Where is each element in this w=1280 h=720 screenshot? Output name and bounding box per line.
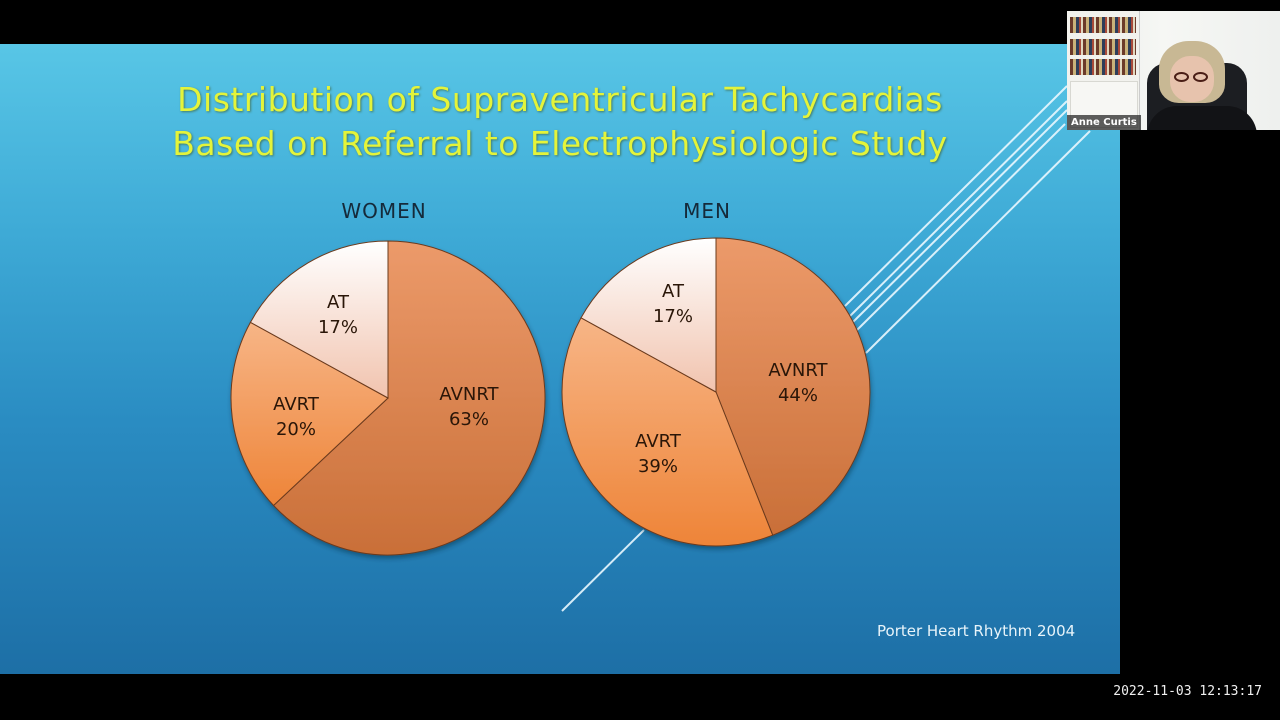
slice-label-men-at: AT 17% — [623, 279, 723, 329]
slice-value: 17% — [652, 306, 693, 327]
pie-slice-avrt — [561, 317, 774, 547]
slice-label-women-avnrt: AVNRT 63% — [419, 382, 519, 432]
slice-category: AVNRT — [768, 360, 828, 381]
slice-label-men-avrt: AVRT 39% — [608, 429, 708, 479]
slice-label-men-avnrt: AVNRT 44% — [748, 358, 848, 408]
participant-name-label: Anne Curtis — [1067, 115, 1141, 130]
slice-value: 44% — [777, 385, 818, 406]
citation: Porter Heart Rhythm 2004 — [877, 622, 1076, 640]
slice-value: 17% — [317, 317, 358, 338]
chart-title-women: WOMEN — [341, 199, 427, 223]
participant-video-thumbnail[interactable]: Anne Curtis — [1067, 11, 1280, 130]
slice-label-women-avrt: AVRT 20% — [246, 392, 346, 442]
presentation-slide: Distribution of Supraventricular Tachyca… — [0, 44, 1120, 674]
slide-title-line-1: Distribution of Supraventricular Tachyca… — [177, 80, 943, 119]
chart-title-men: MEN — [683, 199, 731, 223]
slide-title: Distribution of Supraventricular Tachyca… — [0, 78, 1120, 166]
slice-label-women-at: AT 17% — [288, 290, 388, 340]
slice-category: AVRT — [635, 431, 681, 452]
participant-body — [1147, 106, 1257, 130]
decorative-lines — [561, 85, 1091, 612]
pie-slice-avnrt — [272, 240, 546, 556]
pie-slice-avrt — [230, 321, 389, 507]
pie-slice-avnrt — [715, 237, 871, 536]
pie-chart-women — [230, 240, 546, 556]
slice-value: 39% — [637, 456, 678, 477]
recording-timestamp: 2022-11-03 12:13:17 — [1113, 684, 1262, 699]
pie-slice-at — [580, 237, 717, 393]
slide-title-line-2: Based on Referral to Electrophysiologic … — [172, 124, 948, 163]
slice-value: 20% — [275, 419, 316, 440]
glasses-icon — [1170, 72, 1214, 82]
slice-category: AT — [662, 281, 684, 302]
slice-category: AT — [327, 292, 349, 313]
pie-slice-at — [249, 240, 389, 399]
slice-category: AVNRT — [439, 384, 499, 405]
bookshelf — [1067, 11, 1140, 130]
slice-value: 63% — [448, 409, 489, 430]
slice-category: AVRT — [273, 394, 319, 415]
pie-chart-men — [561, 237, 871, 547]
